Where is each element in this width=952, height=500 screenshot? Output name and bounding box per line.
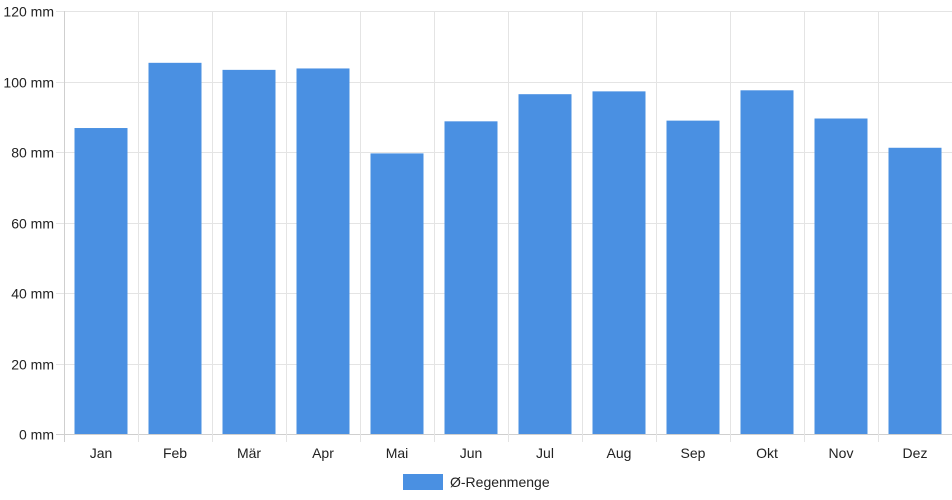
x-tick-label: Mär — [237, 445, 261, 461]
y-axis-tick-labels: 0 mm 20 mm 40 mm 60 mm 80 mm 100 mm 120 mm — [3, 4, 54, 443]
y-tick-label: 120 mm — [3, 4, 54, 20]
y-tick-label: 100 mm — [3, 75, 54, 91]
bar-jan[interactable] — [74, 128, 128, 434]
legend-swatch[interactable] — [403, 474, 443, 490]
x-tick-label: Apr — [312, 445, 334, 461]
bar-sep[interactable] — [666, 120, 720, 434]
grid-layer — [56, 11, 952, 442]
bar-mai[interactable] — [370, 153, 424, 434]
legend-label[interactable]: Ø-Regenmenge — [450, 474, 550, 490]
bar-jun[interactable] — [444, 121, 498, 435]
x-tick-label: Sep — [681, 445, 706, 461]
bars-layer — [74, 62, 942, 435]
x-tick-label: Jan — [90, 445, 113, 461]
x-tick-label: Nov — [829, 445, 854, 461]
bar-jul[interactable] — [518, 94, 572, 434]
bar-aug[interactable] — [592, 91, 646, 435]
bar-feb[interactable] — [148, 62, 202, 434]
x-axis-tick-labels: Jan Feb Mär Apr Mai Jun Jul Aug Sep Okt Nov Dez — [90, 445, 928, 461]
bar-nov[interactable] — [814, 118, 868, 434]
x-tick-label: Jun — [460, 445, 483, 461]
bar-okt[interactable] — [740, 90, 794, 434]
x-tick-label: Dez — [903, 445, 928, 461]
y-tick-label: 60 mm — [11, 216, 54, 232]
bar-dez[interactable] — [888, 147, 942, 434]
y-tick-label: 0 mm — [19, 427, 54, 443]
y-tick-label: 40 mm — [11, 286, 54, 302]
x-tick-label: Feb — [163, 445, 187, 461]
bar-apr[interactable] — [296, 68, 350, 435]
y-tick-label: 20 mm — [11, 357, 54, 373]
x-tick-label: Mai — [386, 445, 409, 461]
x-tick-label: Jul — [536, 445, 554, 461]
legend[interactable]: Ø-Regenmenge — [403, 474, 550, 490]
y-tick-label: 80 mm — [11, 145, 54, 161]
x-tick-label: Aug — [607, 445, 632, 461]
x-tick-label: Okt — [756, 445, 778, 461]
bar-mär[interactable] — [222, 69, 276, 435]
